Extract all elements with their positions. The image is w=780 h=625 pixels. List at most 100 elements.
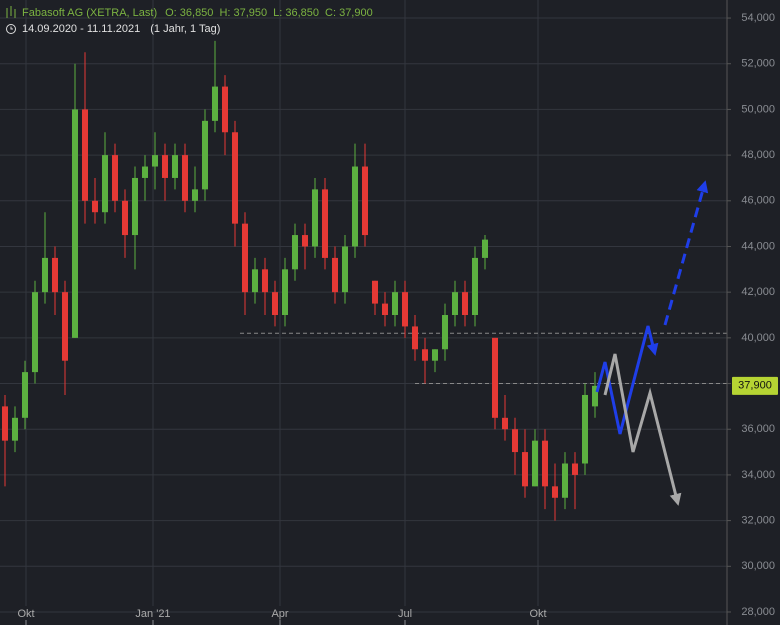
- candle-body: [212, 86, 218, 121]
- candle-body: [522, 452, 528, 487]
- candle-body: [462, 292, 468, 316]
- header: Fabasoft AG (XETRA, Last) O: 36,850 H: 37,…: [22, 7, 373, 19]
- candle-body: [582, 394, 588, 464]
- period-text: (1 Jahr, 1 Tag): [150, 23, 220, 35]
- candle-body: [422, 349, 428, 361]
- candle-body: [572, 463, 578, 475]
- candle-body: [372, 280, 378, 304]
- candle-body: [512, 429, 518, 453]
- x-tick-label: Okt: [529, 608, 546, 620]
- candle-body: [312, 189, 318, 247]
- candle-body: [472, 257, 478, 316]
- candle-body: [262, 269, 268, 293]
- forecast-arrow-grey: [603, 353, 682, 506]
- candle-body: [52, 257, 58, 293]
- candle-body: [62, 292, 68, 361]
- candle-body: [242, 223, 248, 293]
- header-low: L: 36,850: [273, 7, 319, 19]
- candle-body: [172, 155, 178, 178]
- candle-body: [292, 235, 298, 270]
- candle-body: [192, 189, 198, 201]
- y-tick-label: 42,000: [741, 286, 775, 298]
- candle-body: [412, 326, 418, 350]
- header-name: Fabasoft AG (XETRA, Last): [22, 7, 157, 19]
- plot-background: [0, 0, 727, 625]
- y-tick-label: 36,000: [741, 423, 775, 435]
- y-tick-label: 34,000: [741, 469, 775, 481]
- candle-body: [142, 166, 148, 178]
- candle-body: [222, 86, 228, 133]
- candle-body: [202, 120, 208, 190]
- candle-body: [392, 292, 398, 316]
- header-open: O: 36,850: [165, 7, 213, 19]
- candle-body: [322, 189, 328, 258]
- x-tick-label: Jul: [398, 608, 412, 620]
- y-tick-label: 30,000: [741, 560, 775, 572]
- candle-body: [122, 200, 128, 236]
- forecast-arrow-dashed: [663, 180, 709, 326]
- candle-body: [492, 337, 498, 418]
- candle-body: [452, 292, 458, 316]
- header-close: C: 37,900: [325, 7, 373, 19]
- header-icon: [6, 6, 16, 18]
- candle-body: [552, 486, 558, 498]
- last-price-tag: [732, 376, 778, 395]
- candle-body: [482, 239, 488, 258]
- candle-body: [182, 155, 188, 201]
- candle-body: [342, 246, 348, 293]
- candle-body: [592, 385, 598, 407]
- candle-body: [562, 463, 568, 498]
- candle-body: [302, 235, 308, 247]
- clock-icon: [6, 24, 16, 34]
- candle-body: [272, 292, 278, 316]
- candle-body: [162, 155, 168, 178]
- x-tick-label: Okt: [17, 608, 34, 620]
- candle-body: [152, 155, 158, 167]
- candle-body: [382, 303, 388, 316]
- x-tick-label: Apr: [271, 608, 288, 620]
- candle-body: [32, 292, 38, 373]
- candle-body: [352, 166, 358, 247]
- candle-body: [442, 315, 448, 350]
- candle-body: [12, 417, 18, 441]
- candle-body: [532, 440, 538, 487]
- candle-body: [82, 109, 88, 201]
- y-tick-label: 50,000: [741, 103, 775, 115]
- candle-body: [252, 269, 258, 293]
- date-range: 14.09.2020 - 11.11.2021 (1 Jahr, 1 Tag): [22, 23, 220, 35]
- header-high: H: 37,950: [219, 7, 267, 19]
- candle-body: [72, 109, 78, 338]
- candle-body: [102, 155, 108, 213]
- y-tick-label: 44,000: [741, 240, 775, 252]
- candle-body: [2, 406, 8, 441]
- candle-body: [112, 155, 118, 201]
- candle-body: [132, 177, 138, 236]
- y-tick-label: 32,000: [741, 515, 775, 527]
- forecast-arrow-blue: [595, 325, 659, 435]
- y-tick-label: 54,000: [741, 12, 775, 24]
- candle-body: [362, 166, 368, 236]
- date-range-text: 14.09.2020 - 11.11.2021: [22, 23, 140, 35]
- y-tick-label: 52,000: [741, 58, 775, 70]
- axis-background: [727, 0, 780, 625]
- y-tick-label: 48,000: [741, 149, 775, 161]
- candle-body: [282, 269, 288, 316]
- candle-body: [22, 372, 28, 418]
- candle-body: [542, 440, 548, 487]
- x-tick-label: Jan '21: [135, 608, 170, 620]
- clock-hand: [10, 26, 13, 30]
- candle-body: [432, 349, 438, 361]
- y-tick-label: 28,000: [741, 606, 775, 618]
- candles: [2, 40, 598, 521]
- candle-body: [42, 257, 48, 293]
- last-price-label: 37,900: [738, 380, 772, 392]
- candle-body: [402, 292, 408, 327]
- y-tick-label: 40,000: [741, 332, 775, 344]
- candle-body: [332, 257, 338, 293]
- candle-body: [502, 417, 508, 430]
- candle-body: [92, 200, 98, 213]
- candle-body: [232, 132, 238, 224]
- y-tick-label: 46,000: [741, 195, 775, 207]
